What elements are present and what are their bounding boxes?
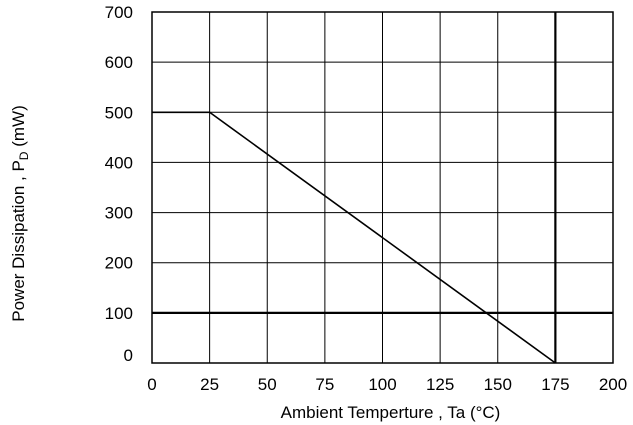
grid [151,11,614,364]
x-tick-label: 50 [258,375,277,394]
y-tick-label: 200 [105,254,133,273]
y-axis-label-main: Power Dissipation , P [9,160,28,322]
reference-lines [152,12,613,363]
series-group [152,111,556,364]
y-tick-label: 0 [124,346,133,365]
x-tick-label: 150 [484,375,512,394]
y-tick-labels: 0 100 200 300 400 500 600 700 [105,3,133,365]
x-tick-label: 125 [426,375,454,394]
y-tick-label: 100 [105,304,133,323]
x-tick-label: 25 [200,375,219,394]
y-axis-label-unit: (mW) [9,105,28,151]
x-tick-label: 0 [147,375,156,394]
x-axis-label: Ambient Temperture , Ta (°C) [281,403,501,422]
x-tick-label: 100 [368,375,396,394]
y-axis-label: Power Dissipation , PD (mW) [9,105,31,322]
y-tick-label: 400 [105,153,133,172]
plot-frame [151,11,614,364]
x-tick-label: 175 [541,375,569,394]
x-tick-label: 200 [599,375,627,394]
y-tick-label: 600 [105,53,133,72]
x-tick-labels: 0 25 50 75 100 125 150 175 200 [147,375,627,394]
y-axis-label-subscript: D [17,151,31,160]
y-tick-label: 300 [105,204,133,223]
y-tick-label: 700 [105,3,133,22]
derating-line [152,111,556,364]
y-tick-label: 500 [105,103,133,122]
x-tick-label: 75 [315,375,334,394]
